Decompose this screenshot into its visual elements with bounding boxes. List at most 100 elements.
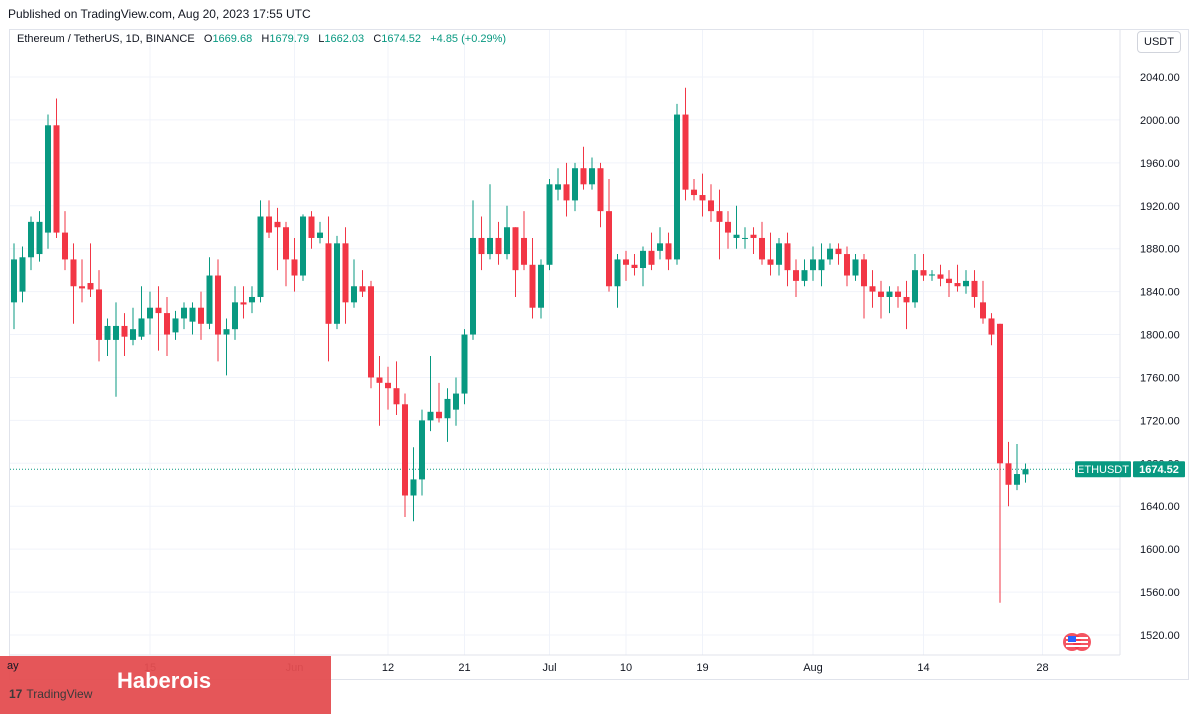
- candle-body: [36, 221, 43, 255]
- price-tick-label: 1640.00: [1140, 501, 1180, 513]
- candle-body: [980, 302, 986, 319]
- candle-body: [393, 388, 400, 405]
- candle: [62, 211, 68, 271]
- candle: [206, 257, 213, 330]
- candle: [954, 264, 961, 292]
- high-value: 1679.79: [269, 33, 310, 45]
- candle-body: [852, 259, 859, 276]
- candle-body: [79, 286, 85, 289]
- candle: [495, 221, 502, 265]
- candle: [291, 237, 298, 292]
- candle: [351, 259, 357, 308]
- candle-body: [1022, 469, 1029, 475]
- candle: [657, 227, 663, 260]
- candle-body: [759, 237, 765, 260]
- time-tick-label: 10: [620, 662, 632, 674]
- currency-button[interactable]: USDT: [1137, 31, 1181, 53]
- candle: [368, 280, 374, 389]
- price-tag-value: 1674.52: [1139, 464, 1179, 476]
- candle-body: [555, 184, 561, 190]
- candle-body: [725, 221, 731, 233]
- candle: [971, 270, 978, 308]
- candle: [393, 361, 400, 416]
- candle-body: [181, 307, 187, 319]
- candle-body: [971, 280, 978, 297]
- candle: [776, 237, 782, 276]
- candle-body: [946, 278, 952, 284]
- candle: [665, 232, 672, 271]
- candle: [733, 205, 740, 249]
- candle-body: [206, 275, 213, 324]
- candle: [852, 254, 859, 281]
- candle-body: [631, 264, 638, 269]
- price-tag-symbol-bg: [1075, 461, 1131, 478]
- candle: [912, 254, 918, 308]
- candle-body: [11, 259, 17, 303]
- watermark-banner: ay Haberois 17 TradingView: [0, 656, 331, 714]
- candle-body: [623, 259, 629, 265]
- candle-body: [402, 404, 408, 496]
- price-tick-label: 1560.00: [1140, 587, 1180, 599]
- candle-body: [691, 189, 697, 196]
- close-value: 1674.52: [381, 33, 422, 45]
- candle: [308, 211, 315, 249]
- candle-body: [878, 291, 884, 297]
- grid-lines: [10, 30, 1120, 655]
- candle: [402, 393, 408, 517]
- candle: [589, 157, 595, 190]
- time-tick-label: 28: [1036, 662, 1048, 674]
- candle-body: [121, 325, 128, 337]
- price-tick-label: 2000.00: [1140, 115, 1180, 127]
- candle-body: [240, 302, 247, 305]
- candle-body: [657, 243, 663, 251]
- price-tick-label: 1880.00: [1140, 244, 1180, 256]
- candle-body: [172, 318, 179, 333]
- candle-body: [453, 393, 459, 410]
- candle-body: [266, 216, 272, 233]
- candle: [470, 200, 476, 340]
- candle-body: [223, 329, 230, 335]
- candle-body: [155, 307, 162, 314]
- candle: [716, 189, 723, 260]
- candle: [164, 296, 170, 356]
- candle-body: [606, 211, 612, 287]
- candle: [376, 356, 383, 426]
- candle-body: [886, 291, 893, 297]
- candle-body: [903, 296, 910, 303]
- candle: [283, 221, 289, 287]
- time-tick-label: Jul: [542, 662, 556, 674]
- chart-frame[interactable]: [9, 29, 1189, 680]
- candle: [36, 211, 43, 262]
- candle: [750, 227, 757, 255]
- candle: [478, 216, 485, 271]
- candle-body: [53, 125, 60, 233]
- candle: [946, 270, 952, 297]
- open-value: 1669.68: [212, 33, 253, 45]
- candle-body: [291, 259, 298, 276]
- candle: [155, 286, 162, 351]
- us-flag-icon[interactable]: [1062, 631, 1092, 653]
- candle-body: [810, 259, 816, 271]
- candle-body: [521, 237, 527, 265]
- candle: [410, 447, 417, 522]
- candle-body: [368, 286, 374, 378]
- candle-body: [62, 232, 68, 260]
- candle: [198, 291, 204, 340]
- tradingview-logo[interactable]: 17 TradingView: [9, 687, 92, 701]
- candle: [334, 235, 340, 330]
- candle: [810, 246, 816, 281]
- candle: [767, 232, 774, 276]
- low-value: 1662.03: [324, 33, 365, 45]
- candle: [28, 216, 34, 271]
- candle: [300, 214, 306, 281]
- candle-body: [546, 184, 553, 265]
- candle: [11, 243, 17, 330]
- candle: [147, 291, 153, 335]
- candle-body: [1014, 474, 1020, 485]
- candle-body: [376, 377, 383, 383]
- candle-body: [997, 323, 1003, 464]
- candle: [113, 302, 119, 397]
- candle: [725, 211, 731, 249]
- candle: [920, 254, 927, 281]
